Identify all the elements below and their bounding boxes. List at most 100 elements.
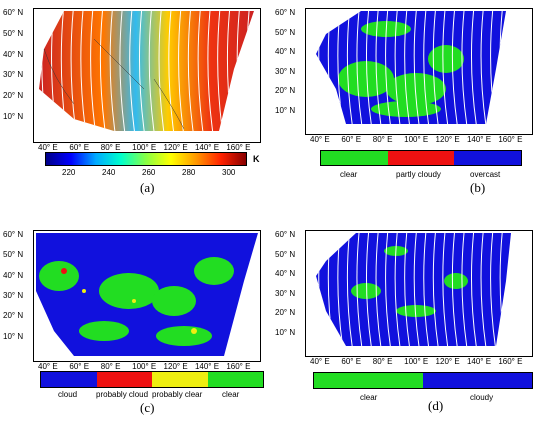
panel-c-map bbox=[33, 230, 261, 362]
swath-gap bbox=[375, 11, 383, 124]
lon-label: 140° E bbox=[466, 135, 492, 144]
swath-gap bbox=[490, 233, 498, 346]
swath-gap bbox=[139, 11, 147, 131]
lon-label: 80° E bbox=[372, 357, 393, 366]
lat-label: 40° N bbox=[275, 47, 296, 57]
swath-gap bbox=[432, 233, 441, 346]
lon-label: 40° E bbox=[38, 143, 58, 152]
swath-gap bbox=[451, 233, 460, 346]
lon-label: 160° E bbox=[226, 143, 251, 152]
panel-b-map-svg bbox=[316, 9, 525, 134]
swath-gap bbox=[318, 11, 326, 124]
legend-d-cloudy bbox=[423, 373, 532, 388]
swath-gap bbox=[246, 11, 254, 131]
lat-label: 40° N bbox=[3, 270, 24, 280]
lat-label: 10° N bbox=[275, 327, 296, 337]
lon-label: 160° E bbox=[226, 362, 251, 371]
lon-label: 160° E bbox=[498, 357, 523, 366]
lon-label: 60° E bbox=[69, 143, 90, 152]
legend-c-clear bbox=[207, 372, 263, 387]
lat-label: 10° N bbox=[3, 331, 24, 341]
legend-d-label-clear: clear bbox=[360, 393, 378, 402]
caption-b: (b) bbox=[470, 180, 486, 195]
lat-label: 30° N bbox=[275, 66, 296, 76]
swath-gap bbox=[451, 11, 460, 124]
lon-label: 100° E bbox=[404, 357, 429, 366]
swath-gap bbox=[356, 11, 364, 124]
panel-b-legend-bar bbox=[320, 150, 522, 166]
lat-label: 10° N bbox=[3, 111, 24, 121]
lat-label: 30° N bbox=[3, 70, 24, 80]
swath-gap bbox=[423, 11, 431, 124]
lon-label: 60° E bbox=[341, 135, 362, 144]
swath-gap bbox=[356, 233, 364, 346]
legend-b-clear bbox=[321, 151, 388, 165]
swath-gap bbox=[423, 233, 431, 346]
swath-gap bbox=[375, 233, 383, 346]
swath-gap bbox=[394, 233, 402, 346]
swath-gap bbox=[168, 11, 176, 131]
lon-label: 100° E bbox=[404, 135, 429, 144]
swath-gap bbox=[366, 233, 374, 346]
lon-label: 100° E bbox=[132, 362, 157, 371]
swath-gap bbox=[385, 11, 393, 124]
panel-d-map-svg bbox=[316, 231, 525, 356]
swath-gap bbox=[480, 233, 488, 346]
swath-gap bbox=[461, 233, 469, 346]
lat-label: 20° N bbox=[275, 86, 296, 96]
legend-c-label-probably-clear: probably clear bbox=[152, 390, 203, 399]
swath-gap bbox=[178, 11, 186, 131]
swath-gap bbox=[471, 233, 479, 346]
panel-a-map-svg bbox=[39, 11, 254, 131]
legend-b-label-partly: partly cloudy bbox=[396, 170, 441, 179]
lon-label: 60° E bbox=[69, 362, 90, 371]
swath-gap bbox=[519, 9, 525, 134]
lon-label: 140° E bbox=[466, 357, 492, 366]
swath-gap bbox=[480, 11, 488, 124]
lat-label: 40° N bbox=[275, 269, 296, 279]
swath-gap bbox=[119, 11, 127, 131]
colorbar-tick-280: 280 bbox=[182, 168, 196, 177]
legend-c-label-cloud: cloud bbox=[58, 390, 78, 399]
legend-c-probably-cloud bbox=[96, 372, 152, 387]
lon-label: 120° E bbox=[163, 143, 188, 152]
swath-gap bbox=[99, 11, 108, 131]
swath-gap bbox=[197, 11, 205, 131]
lon-label: 100° E bbox=[132, 143, 157, 152]
swath-gap bbox=[129, 11, 137, 131]
swath-gap bbox=[519, 231, 525, 356]
legend-b-label-clear: clear bbox=[340, 170, 358, 179]
swath-gap bbox=[346, 233, 355, 346]
panel-c-legend-bar bbox=[40, 371, 264, 388]
swath-gap bbox=[187, 11, 196, 131]
swath-gap bbox=[432, 11, 441, 124]
swath-gap bbox=[366, 11, 374, 124]
swath-gap bbox=[404, 11, 412, 124]
swath-gap bbox=[109, 11, 117, 131]
legend-c-probably-clear bbox=[152, 372, 208, 387]
swath-gap bbox=[404, 233, 412, 346]
lon-label: 80° E bbox=[100, 143, 121, 152]
panel-d-legend-bar bbox=[313, 372, 533, 389]
lon-label: 40° E bbox=[38, 362, 58, 371]
swath-gap bbox=[148, 11, 156, 131]
panel-a-map bbox=[33, 8, 261, 143]
colorbar-tick-240: 240 bbox=[102, 168, 116, 177]
panel-b-map bbox=[305, 8, 533, 135]
caption-d: (d) bbox=[428, 398, 444, 413]
swath-gap bbox=[499, 11, 506, 124]
lon-label: 40° E bbox=[310, 135, 330, 144]
lat-label: 50° N bbox=[275, 27, 296, 37]
lon-label: 80° E bbox=[372, 135, 393, 144]
panel-d-map bbox=[305, 230, 533, 357]
lat-label: 30° N bbox=[275, 288, 296, 298]
swath-gap bbox=[509, 233, 511, 346]
lon-label: 120° E bbox=[435, 357, 460, 366]
swath-gap bbox=[346, 11, 355, 124]
swath-gap bbox=[413, 233, 421, 346]
lat-label: 30° N bbox=[3, 290, 24, 300]
lat-label: 40° N bbox=[3, 49, 24, 59]
swath-gap bbox=[207, 11, 215, 131]
lon-label: 160° E bbox=[498, 135, 523, 144]
colorbar-tick-220: 220 bbox=[62, 168, 76, 177]
